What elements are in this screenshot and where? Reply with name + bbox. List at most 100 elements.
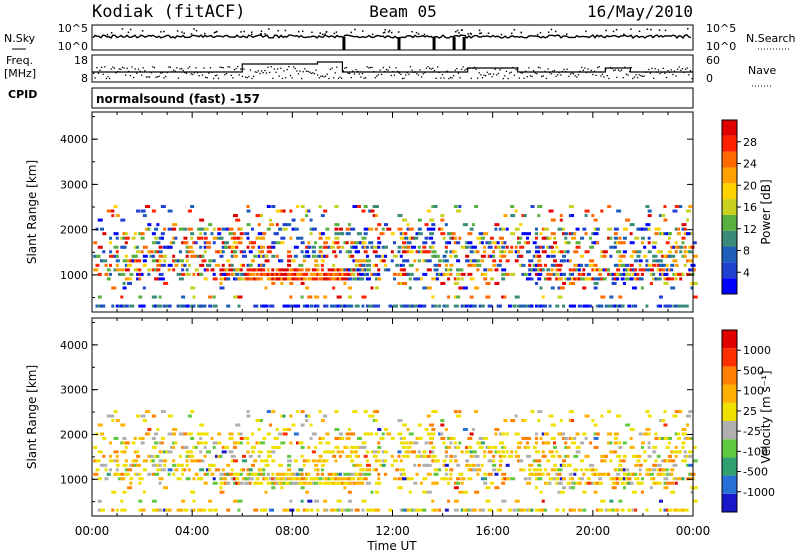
velocity-echo-cell xyxy=(645,472,651,476)
power-echo-cell xyxy=(501,250,505,254)
velocity-echo-cell xyxy=(275,436,279,440)
power-echo-cell xyxy=(190,254,196,258)
nave-dot xyxy=(193,72,196,74)
colorbar-swatch xyxy=(722,366,737,385)
velocity-echo-cell xyxy=(548,481,552,485)
power-echo-cell xyxy=(453,254,458,258)
nsearch-dot xyxy=(319,32,322,34)
nsearch-dot xyxy=(121,28,124,30)
power-echo-cell xyxy=(474,205,479,209)
power-echo-cell xyxy=(178,250,182,254)
power-echo-cell xyxy=(618,263,622,267)
power-echo-cell xyxy=(494,223,500,227)
power-echo-cell xyxy=(208,295,213,299)
xtick-label: 08:00 xyxy=(275,524,310,538)
velocity-echo-cell xyxy=(127,486,133,490)
velocity-echo-cell xyxy=(622,454,627,458)
power-echo-cell xyxy=(595,241,599,245)
power-echo-cell xyxy=(415,268,419,272)
velocity-echo-cell xyxy=(199,450,203,454)
nsearch-dot xyxy=(458,32,460,34)
velocity-echo-cell xyxy=(595,432,600,436)
velocity-echo-cell xyxy=(253,459,258,463)
cpid-frame xyxy=(91,87,694,109)
power-echo-cell xyxy=(514,259,519,263)
velocity-echo-cell xyxy=(460,481,464,485)
power-echo-cell xyxy=(154,304,159,308)
power-echo-cell xyxy=(510,205,515,209)
power-echo-cell xyxy=(287,272,293,276)
power-echo-cell xyxy=(383,268,387,272)
power-echo-cell xyxy=(643,245,647,249)
power-echo-cell xyxy=(341,268,346,272)
velocity-echo-cell xyxy=(483,477,488,481)
nave-dot xyxy=(465,68,468,70)
velocity-echo-cell xyxy=(656,463,662,467)
nave-dot xyxy=(507,77,509,80)
power-echo-cell xyxy=(480,236,485,240)
velocity-echo-cell xyxy=(685,463,689,467)
power-echo-cell xyxy=(498,304,502,308)
power-echo-cell xyxy=(672,272,677,276)
power-echo-cell xyxy=(613,241,617,245)
power-echo-cell xyxy=(622,281,626,285)
power-echo-cell xyxy=(296,268,300,272)
velocity-echo-cell xyxy=(140,436,145,440)
power-echo-cell xyxy=(102,304,106,308)
power-echo-cell xyxy=(212,277,218,281)
power-echo-cell xyxy=(251,259,256,263)
velocity-echo-cell xyxy=(282,414,286,418)
velocity-echo-cell xyxy=(595,508,600,512)
power-echo-cell xyxy=(151,259,157,263)
velocity-echo-cell xyxy=(363,454,368,458)
power-echo-cell xyxy=(643,227,649,231)
power-echo-cell xyxy=(140,304,146,308)
power-echo-cell xyxy=(257,250,261,254)
power-echo-cell xyxy=(607,272,612,276)
nave-dot xyxy=(630,66,632,69)
power-echo-cell xyxy=(345,227,351,231)
velocity-echo-cell xyxy=(374,459,378,463)
velocity-echo-cell xyxy=(210,436,214,440)
velocity-echo-cell xyxy=(534,486,538,490)
power-echo-cell xyxy=(456,295,461,299)
power-echo-cell xyxy=(273,232,278,236)
power-echo-cell xyxy=(616,209,622,213)
power-echo-cell xyxy=(359,277,365,281)
velocity-echo-cell xyxy=(622,441,627,445)
velocity-echo-cell xyxy=(645,427,651,431)
power-echo-cell xyxy=(600,209,604,213)
nave-dot xyxy=(286,68,288,71)
power-echo-cell xyxy=(534,304,538,308)
power-echo-cell xyxy=(429,236,434,240)
velocity-echo-cell xyxy=(462,427,468,431)
velocity-echo-cell xyxy=(187,432,193,436)
velocity-echo-cell xyxy=(431,450,435,454)
power-echo-cell xyxy=(381,259,386,263)
velocity-echo-cell xyxy=(260,472,265,476)
velocity-echo-cell xyxy=(530,410,535,414)
power-echo-cell xyxy=(600,277,604,281)
velocity-echo-cell xyxy=(420,481,424,485)
power-echo-cell xyxy=(575,241,581,245)
velocity-echo-cell xyxy=(176,463,180,467)
velocity-echo-cell xyxy=(318,481,323,485)
power-echo-cell xyxy=(575,227,580,231)
nave-dot xyxy=(229,66,231,68)
power-echo-cell xyxy=(237,241,243,245)
power-echo-cell xyxy=(163,259,167,263)
power-echo-cell xyxy=(492,259,497,263)
power-echo-cell xyxy=(237,236,241,240)
power-echo-cell xyxy=(467,304,471,308)
velocity-echo-cell xyxy=(559,481,563,485)
velocity-echo-cell xyxy=(273,477,277,481)
power-echo-cell xyxy=(347,286,352,290)
power-echo-cell xyxy=(255,236,259,240)
power-echo-cell xyxy=(136,209,141,213)
velocity-echo-cell xyxy=(460,477,466,481)
power-echo-cell xyxy=(469,277,475,281)
power-echo-cell xyxy=(566,250,570,254)
power-echo-cell xyxy=(363,268,367,272)
velocity-echo-cell xyxy=(350,445,356,449)
power-echo-cell xyxy=(113,232,119,236)
